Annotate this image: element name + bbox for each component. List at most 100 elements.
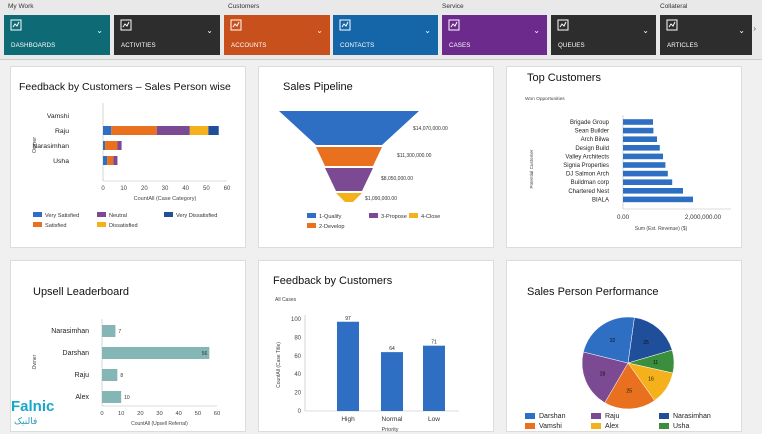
x-axis-label: CountAll (Case Category) [134, 196, 197, 202]
x-tick-label: 10 [120, 186, 127, 192]
pie-slice-narasimhan [627, 317, 673, 364]
funnel-stage-2-develop [316, 147, 382, 166]
chart-upsell-leaderboard: Narasimhan 7 Darshan 56 Raju 8 Alex 10 0 10 20 30 40… [32, 319, 220, 427]
legend-swatch-2-develop [307, 223, 316, 228]
chart-subtitle: Won Opportunities [525, 96, 565, 102]
nav-tile-contacts[interactable]: CONTACTS ⌄ [333, 15, 438, 55]
y-category-label-narasimhan: Narasimhan [51, 328, 89, 335]
panel-feedback-customers: Feedback by Customers All Cases 0 20 40 60 80… [258, 260, 494, 433]
articles-icon [666, 19, 678, 31]
nav-scroll-right-icon[interactable]: › [753, 24, 756, 33]
nav-tile-activities[interactable]: ACTIVITIES ⌄ [114, 15, 220, 55]
chevron-down-icon[interactable]: ⌄ [316, 26, 323, 35]
y-category-label-usha: Usha [53, 158, 69, 165]
y-category-label-buildman-corp: Buildman corp [571, 180, 610, 186]
y-tick-label: 40 [294, 372, 301, 378]
bar-chartered-nest [623, 188, 683, 194]
chevron-down-icon[interactable]: ⌄ [533, 26, 540, 35]
nav-tile-label: CONTACTS [340, 42, 375, 49]
nav-tile-label: ARTICLES [667, 42, 698, 49]
bar-value-label: 10 [124, 395, 130, 401]
panel-top-customers: Top Customers Won Opportunities Potential… [506, 66, 742, 248]
y-category-label-biala: BIALA [592, 197, 609, 203]
legend-swatch-darshan [525, 413, 535, 419]
y-category-label-narasimhan: Narasimhan [32, 143, 69, 150]
funnel-value-label: $1,090,000.00 [365, 196, 397, 202]
bar-value-label: 64 [389, 346, 395, 352]
pie-slice-raju [581, 351, 629, 404]
nav-tile-dashboards[interactable]: DASHBOARDS ⌄ [4, 15, 110, 55]
activities-icon [120, 19, 132, 31]
bar-usha-very-satisfied [103, 156, 108, 165]
y-tick-label: 80 [294, 335, 301, 341]
pie-slice-darshan [583, 316, 635, 364]
nav-tile-label: CASES [449, 42, 471, 49]
bar-signia-properties [623, 162, 666, 168]
top-navigation-bar: My Work Customers Service Collateral DAS… [0, 0, 762, 60]
y-category-label-arch-bilwa: Arch Bilwa [581, 137, 610, 143]
x-category-label-low: Low [428, 416, 440, 423]
x-tick-label: 30 [156, 411, 162, 417]
legend-label-neutral: Neutral [109, 213, 127, 219]
legend-label-3-propose: 3-Propose [381, 214, 407, 220]
group-label-my-work: My Work [8, 3, 34, 10]
nav-tile-queues[interactable]: QUEUES ⌄ [551, 15, 656, 55]
y-axis-label: Owner [32, 354, 38, 369]
bar-biala [623, 196, 693, 203]
bar-value-label: 56 [202, 351, 208, 357]
x-tick-label: 2,000,000.00 [685, 214, 722, 221]
contacts-icon [339, 19, 351, 31]
x-tick-label: 30 [162, 186, 169, 192]
legend-swatch-neutral [97, 212, 106, 217]
chevron-down-icon[interactable]: ⌄ [738, 26, 745, 35]
x-tick-label: 60 [214, 411, 220, 417]
legend-label-narasimhan: Narasimhan [673, 413, 711, 420]
y-category-label-vamshi: Vamshi [47, 113, 70, 120]
chart-feedback-customers: All Cases 0 20 40 60 80 100 97 High 64 Normal 71 Low… [275, 297, 459, 433]
y-axis-label: CountAll (Case Title) [276, 342, 282, 388]
pie-slice-vamshi [604, 362, 655, 410]
y-axis-label: Potential Customer [529, 149, 534, 189]
bar-alex [102, 391, 122, 403]
panel-title-feedback-sales-person: Feedback by Customers – Sales Person wis… [19, 81, 231, 93]
bar-raju [102, 369, 118, 381]
nav-tile-label: DASHBOARDS [11, 42, 56, 49]
legend-swatch-raju [591, 413, 601, 419]
bar-narasimhan-very-satisfied [103, 141, 106, 150]
legend-label-vamshi: Vamshi [539, 423, 562, 430]
bar-usha-satisfied [107, 156, 114, 165]
nav-tile-articles[interactable]: ARTICLES ⌄ [660, 15, 752, 55]
y-category-label-raju: Raju [75, 372, 90, 379]
group-label-service: Service [442, 3, 464, 10]
legend-label-very-satisfied: Very Satisfied [45, 213, 79, 219]
chevron-down-icon[interactable]: ⌄ [96, 26, 103, 35]
legend-label-dissatisfied: Dissatisfied [109, 223, 138, 229]
pie-value-label: 11 [653, 360, 658, 366]
chevron-down-icon[interactable]: ⌄ [424, 26, 431, 35]
x-tick-label: 20 [141, 186, 148, 192]
bar-raju-neutral [156, 126, 190, 135]
x-category-label-normal: Normal [382, 416, 404, 423]
bar-value-label: 97 [345, 316, 351, 322]
bar-narasimhan-satisfied [105, 141, 118, 150]
y-tick-label: 0 [298, 409, 302, 415]
nav-tile-accounts[interactable]: ACCOUNTS ⌄ [224, 15, 330, 55]
bar-raju-very-dissatisfied [208, 126, 219, 135]
panel-title-feedback-customers: Feedback by Customers [273, 275, 393, 287]
x-tick-label: 40 [175, 411, 181, 417]
y-category-label-alex: Alex [75, 394, 89, 401]
pie-value-label: 25 [643, 340, 649, 346]
x-tick-label: 60 [224, 186, 231, 192]
x-tick-label: 10 [118, 411, 124, 417]
nav-tile-cases[interactable]: CASES ⌄ [442, 15, 547, 55]
bar-high [337, 321, 359, 411]
y-category-label-design-build: Design Build [575, 146, 609, 152]
legend-swatch-very-satisfied [33, 212, 42, 217]
x-tick-label: 0 [100, 411, 103, 417]
nav-tile-label: QUEUES [558, 42, 585, 49]
pie-value-label: 25 [626, 389, 632, 395]
chevron-down-icon[interactable]: ⌄ [206, 26, 213, 35]
dashboard-icon [10, 19, 22, 31]
accounts-icon [230, 19, 242, 31]
chevron-down-icon[interactable]: ⌄ [642, 26, 649, 35]
